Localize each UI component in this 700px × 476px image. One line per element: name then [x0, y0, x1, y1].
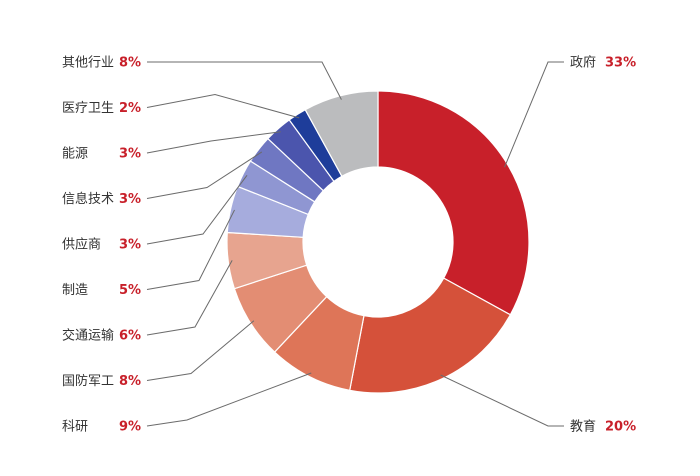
- slice-label: 交通运输: [62, 328, 114, 344]
- leader-line: [146, 260, 233, 336]
- slice-label: 信息技术: [62, 191, 114, 207]
- slice-label: 能源: [62, 147, 88, 162]
- slice-label: 制造: [62, 283, 88, 298]
- slice-value-label: 20%: [605, 420, 636, 435]
- leader-line: [146, 131, 281, 154]
- leader-line: [504, 61, 564, 168]
- slice-value-label: 5%: [119, 283, 141, 298]
- slice-11: [304, 90, 379, 178]
- slice-value-label: 33%: [605, 56, 636, 71]
- slice-1: [377, 90, 530, 316]
- leader-line: [147, 61, 342, 100]
- slice-label: 其他行业: [62, 56, 114, 71]
- slice-value-label: 3%: [119, 192, 141, 207]
- slice-value-label: 3%: [119, 238, 141, 253]
- donut-slices: [226, 90, 530, 394]
- slice-label: 医疗卫生: [62, 101, 114, 116]
- slice-value-label: 3%: [119, 147, 141, 162]
- leader-line: [440, 374, 564, 427]
- slice-value-label: 8%: [119, 374, 141, 389]
- slice-label: 政府: [570, 56, 596, 71]
- leader-line: [146, 209, 235, 290]
- leader-line: [146, 174, 248, 245]
- leader-lines: [146, 61, 564, 427]
- slice-value-label: 9%: [119, 420, 141, 435]
- leader-line: [146, 151, 263, 199]
- leader-line: [146, 320, 255, 381]
- slice-label: 科研: [62, 420, 88, 435]
- slice-labels: 政府 33% 教育 20% 科研 9% 国防军工 8% 交通运输 6% 制造 5% 供应商 3% 信息技术 3…: [62, 56, 636, 435]
- slice-value-label: 6%: [119, 329, 141, 344]
- leader-line: [146, 372, 312, 427]
- slice-label: 供应商: [62, 237, 101, 253]
- slice-value-label: 8%: [119, 56, 141, 71]
- slice-2: [349, 277, 512, 394]
- slice-label: 国防军工: [62, 373, 114, 389]
- slice-label: 教育: [570, 419, 596, 435]
- slice-value-label: 2%: [119, 101, 141, 116]
- leader-line: [146, 93, 300, 119]
